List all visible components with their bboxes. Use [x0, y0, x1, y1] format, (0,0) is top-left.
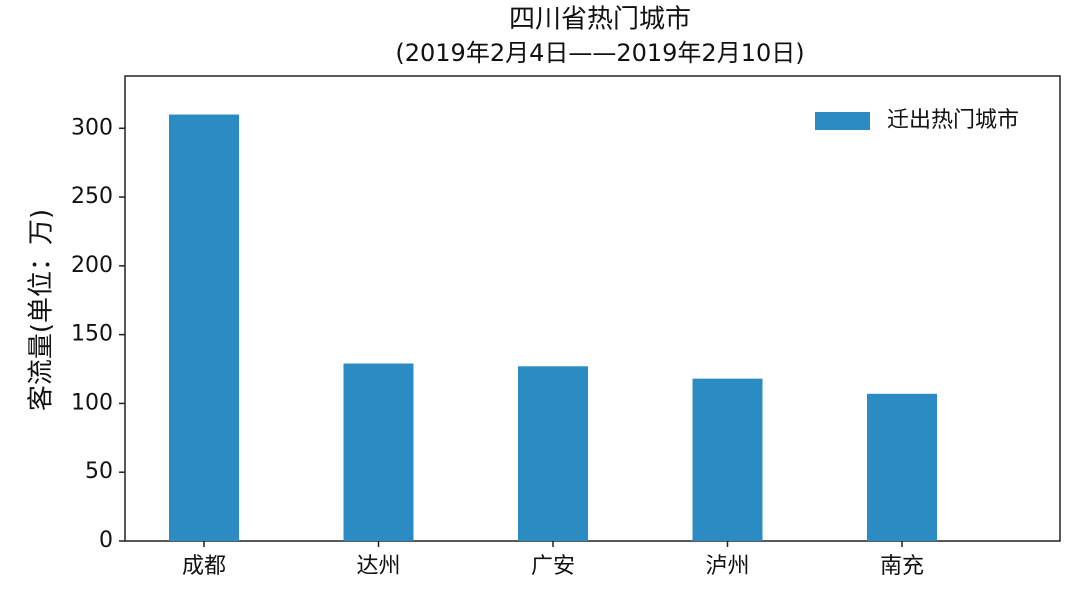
- bar: [692, 378, 763, 541]
- x-tick-label: 南充: [880, 554, 924, 579]
- legend-swatch: [815, 112, 870, 130]
- bar: [169, 114, 239, 541]
- y-tick-label: 250: [71, 184, 113, 209]
- y-tick-label: 200: [71, 253, 113, 278]
- y-tick-label: 50: [85, 459, 113, 484]
- y-tick-label: 300: [71, 115, 113, 140]
- x-tick-label: 达州: [356, 554, 400, 579]
- chart-subtitle: (2019年2月4日——2019年2月10日): [395, 39, 804, 67]
- chart-title: 四川省热门城市: [509, 5, 691, 35]
- x-tick-label: 泸州: [705, 554, 749, 579]
- bar: [867, 393, 937, 541]
- y-tick-label: 0: [99, 528, 113, 553]
- x-tick-label: 成都: [182, 554, 226, 579]
- bar: [343, 363, 414, 541]
- plot-frame: [124, 75, 1061, 542]
- y-axis-label: 客流量(单位：万): [27, 209, 57, 411]
- x-tick-label: 广安: [531, 554, 575, 579]
- y-tick-label: 100: [71, 390, 113, 415]
- bar: [518, 366, 588, 541]
- legend-label: 迁出热门城市: [887, 108, 1019, 133]
- y-tick-label: 150: [71, 322, 113, 347]
